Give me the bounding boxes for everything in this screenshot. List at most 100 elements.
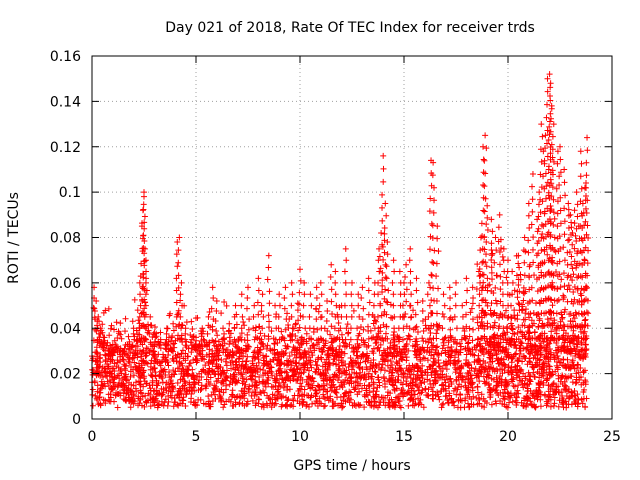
data-point xyxy=(582,341,589,348)
data-point xyxy=(471,358,478,365)
data-point xyxy=(138,402,145,409)
data-point xyxy=(108,385,115,392)
data-point xyxy=(268,364,275,371)
data-point xyxy=(108,322,115,329)
data-point xyxy=(463,356,470,363)
data-point xyxy=(519,303,526,310)
data-point xyxy=(488,216,495,223)
data-point xyxy=(505,363,512,370)
data-point xyxy=(235,369,242,376)
data-point xyxy=(258,302,265,309)
data-point xyxy=(558,309,565,316)
data-point xyxy=(559,314,566,321)
data-point xyxy=(440,400,447,407)
data-point xyxy=(561,257,568,264)
data-point xyxy=(300,313,307,320)
data-point xyxy=(469,384,476,391)
data-point xyxy=(521,322,528,329)
data-point xyxy=(512,363,519,370)
data-point xyxy=(490,343,497,350)
data-point xyxy=(383,311,390,318)
data-point xyxy=(320,375,327,382)
data-point xyxy=(89,386,96,393)
data-point xyxy=(383,212,390,219)
data-point xyxy=(354,373,361,380)
data-points xyxy=(89,71,592,411)
data-point xyxy=(427,330,434,337)
data-point xyxy=(534,347,541,354)
data-point xyxy=(493,374,500,381)
data-point xyxy=(516,307,523,314)
data-point xyxy=(441,313,448,320)
data-point xyxy=(391,313,398,320)
data-point xyxy=(507,313,514,320)
data-point xyxy=(206,346,213,353)
data-point xyxy=(370,357,377,364)
data-point xyxy=(173,251,180,258)
data-point xyxy=(271,340,278,347)
data-point xyxy=(228,365,235,372)
data-point xyxy=(535,382,542,389)
data-point xyxy=(190,357,197,364)
data-point xyxy=(317,335,324,342)
data-point xyxy=(530,259,537,266)
data-point xyxy=(182,391,189,398)
data-point xyxy=(257,330,264,337)
data-point xyxy=(174,392,181,399)
data-point xyxy=(547,296,554,303)
data-point xyxy=(550,196,557,203)
data-point xyxy=(350,363,357,370)
data-point xyxy=(239,380,246,387)
data-point xyxy=(562,382,569,389)
data-point xyxy=(361,341,368,348)
data-point xyxy=(223,382,230,389)
data-point xyxy=(561,166,568,173)
data-point xyxy=(576,376,583,383)
data-point xyxy=(274,386,281,393)
data-point xyxy=(294,392,301,399)
data-point xyxy=(527,373,534,380)
data-point xyxy=(435,324,442,331)
data-point xyxy=(140,283,147,290)
data-point xyxy=(565,401,572,408)
data-point xyxy=(141,373,148,380)
data-point xyxy=(581,257,588,264)
data-point xyxy=(530,354,537,361)
data-point xyxy=(205,322,212,329)
data-point xyxy=(346,371,353,378)
data-point xyxy=(476,313,483,320)
data-point xyxy=(580,395,587,402)
data-point xyxy=(525,369,532,376)
data-point xyxy=(318,325,325,332)
data-point xyxy=(551,356,558,363)
data-point xyxy=(260,378,267,385)
data-point xyxy=(426,302,433,309)
data-point xyxy=(170,327,177,334)
data-point xyxy=(238,291,245,298)
data-point xyxy=(207,374,214,381)
data-point xyxy=(414,299,421,306)
data-point xyxy=(463,299,470,306)
data-point xyxy=(557,169,564,176)
data-point xyxy=(140,206,147,213)
data-point xyxy=(550,221,557,228)
data-point xyxy=(513,272,520,279)
data-point xyxy=(433,273,440,280)
data-point xyxy=(375,279,382,286)
data-point xyxy=(259,352,266,359)
y-tick-label: 0.12 xyxy=(50,140,81,156)
data-point xyxy=(384,389,391,396)
data-point xyxy=(301,347,308,354)
data-point xyxy=(442,385,449,392)
data-point xyxy=(542,392,549,399)
x-tick-label: 5 xyxy=(192,429,201,445)
data-point xyxy=(479,259,486,266)
data-point xyxy=(409,392,416,399)
data-point xyxy=(193,337,200,344)
data-point xyxy=(196,350,203,357)
data-point xyxy=(551,247,558,254)
data-point xyxy=(585,247,592,254)
data-point xyxy=(397,351,404,358)
data-point xyxy=(211,391,218,398)
data-point xyxy=(134,343,141,350)
